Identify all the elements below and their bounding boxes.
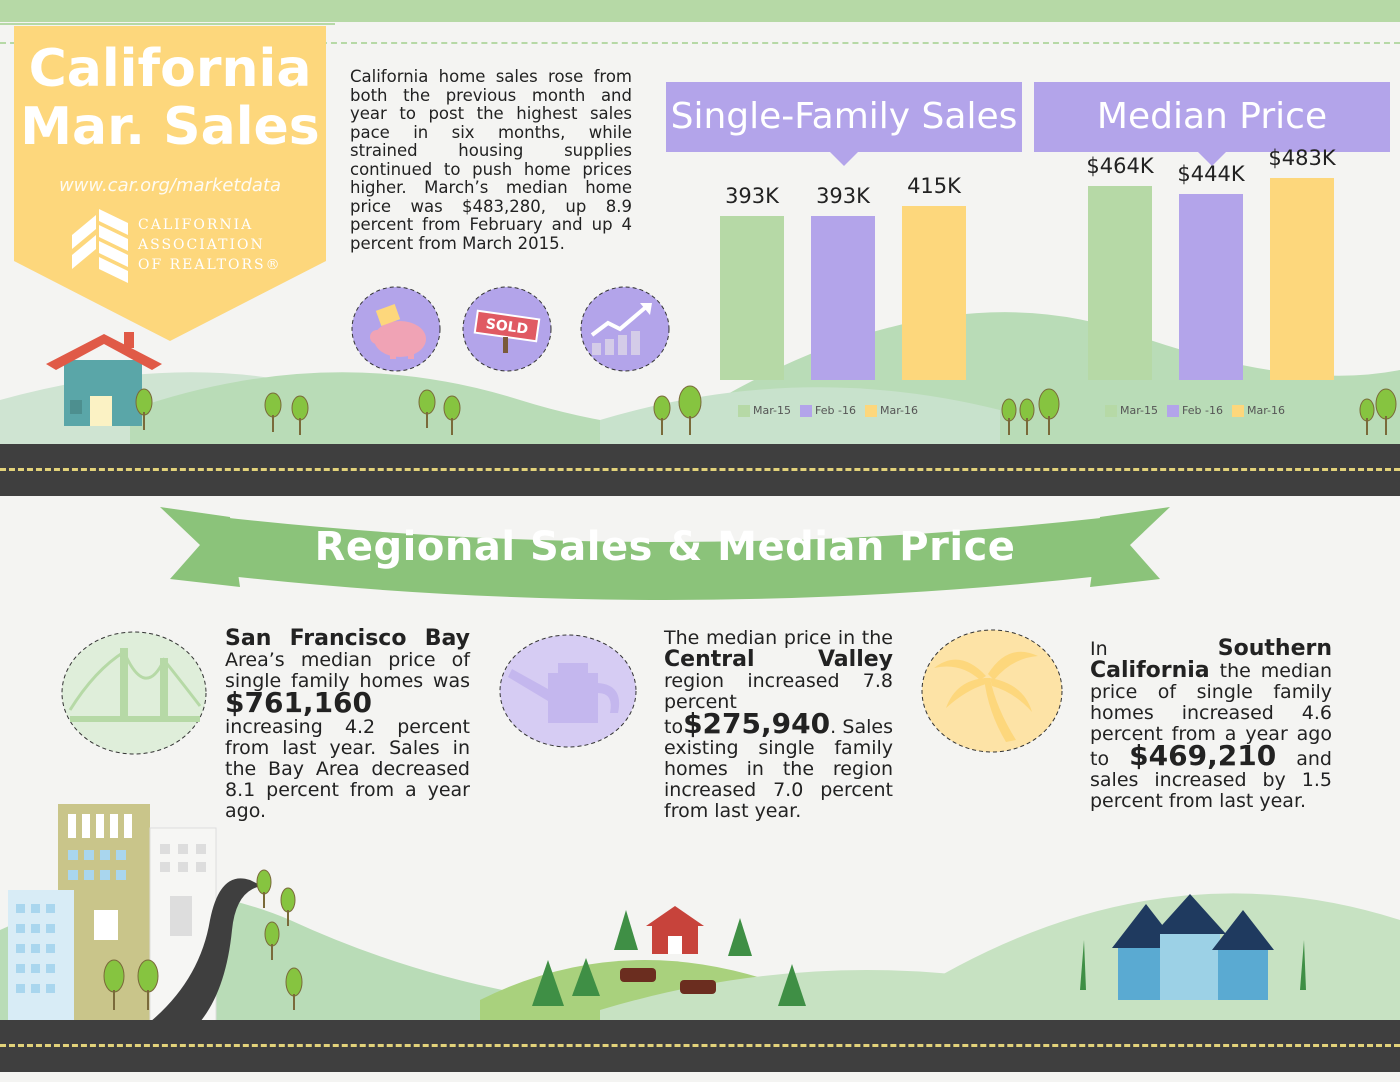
banner-url: www.car.org/marketdata xyxy=(58,175,282,196)
price-chart-title: Median Price xyxy=(1096,96,1328,137)
road-upper-lane-marking xyxy=(0,468,1400,471)
chart-bar xyxy=(1179,194,1243,380)
sales-chart-heading: Single-Family Sales xyxy=(666,82,1022,166)
chart-bar-label: $444K xyxy=(1177,162,1245,186)
legend-label: Mar-15 xyxy=(1120,404,1159,417)
chart-bar-label: 393K xyxy=(816,184,870,208)
legend-swatch xyxy=(1231,405,1244,417)
sales-chart-legend: Mar-15 Feb -16 Mar-16 xyxy=(738,404,927,417)
legend-item: Mar-15 xyxy=(1105,404,1158,417)
banner-title-line2: Mar. Sales xyxy=(20,97,320,157)
price-chart-heading: Median Price xyxy=(1034,82,1390,166)
intro-paragraph: California home sales rose from both the… xyxy=(350,67,632,253)
region-sc-price: $469,210 xyxy=(1129,739,1277,772)
intro-icons: SOLD xyxy=(351,286,670,372)
chart-bar-label: 393K xyxy=(725,184,779,208)
region-sf-text: San Francisco Bay Area’s median price of… xyxy=(225,628,470,822)
region-sc-text3: and sales increased by 1.5 percent from … xyxy=(1090,748,1332,812)
regional-title: Regional Sales & Median Price xyxy=(314,524,1016,570)
region-sc-name: Southern California xyxy=(1090,636,1332,683)
legend-swatch xyxy=(1105,405,1117,417)
watering-can-icon xyxy=(499,634,637,748)
region-sc-text: In Southern California the median price … xyxy=(1090,638,1332,812)
region-cv-text1: The median price in the xyxy=(664,627,893,649)
legend-item: Feb -16 xyxy=(1167,404,1223,417)
legend-label: Mar-16 xyxy=(1246,404,1286,417)
palm-tree-icon xyxy=(921,629,1063,753)
banner-title-line1: California xyxy=(28,39,312,99)
region-cv-text3: . Sales existing single family homes in … xyxy=(664,716,893,822)
org-line1: CALIFORNIA xyxy=(138,217,254,233)
legend-label: Mar-16 xyxy=(879,404,919,417)
title-banner xyxy=(14,26,326,341)
region-sf-text2: increasing 4.2 percent from last year. S… xyxy=(225,716,470,822)
realtors-org-name: CALIFORNIA ASSOCIATION OF REALTORS® xyxy=(138,215,282,275)
road-lower-lane-marking xyxy=(0,1044,1400,1047)
bridge-icon xyxy=(61,631,207,755)
legend-label: Feb -16 xyxy=(815,404,856,417)
legend-label: Feb -16 xyxy=(1182,404,1223,417)
legend-item: Mar-16 xyxy=(1231,404,1286,417)
sold-sign-icon: SOLD xyxy=(462,286,552,372)
legend-swatch xyxy=(1167,405,1180,417)
growth-chart-icon xyxy=(580,286,670,372)
chart-bar xyxy=(1088,186,1152,380)
region-cv-name: Central Valley xyxy=(664,647,893,672)
top-band xyxy=(0,0,1400,22)
region-sf-name: San Francisco Bay xyxy=(225,626,470,651)
legend-label: Mar-15 xyxy=(753,404,792,417)
top-rule xyxy=(0,23,335,25)
legend-item: Feb -16 xyxy=(800,404,856,417)
org-line3: OF REALTORS® xyxy=(138,257,282,273)
region-sf-price: $761,160 xyxy=(225,686,373,719)
region-cv-text: The median price in the Central Valley r… xyxy=(664,628,893,822)
chart-bar xyxy=(1270,178,1334,380)
region-sc-text2: the median price of single family homes … xyxy=(1090,660,1332,770)
region-sc-text1: In xyxy=(1090,638,1108,660)
banner-title: California Mar. Sales xyxy=(14,40,326,156)
price-chart-legend: Mar-15 Feb -16 Mar-16 xyxy=(1105,404,1294,417)
price-chart: $464K $444K $483K xyxy=(1066,146,1356,380)
region-cv-price: $275,940 xyxy=(683,707,831,740)
legend-item: Mar-15 xyxy=(738,404,791,417)
realtors-logo-icon xyxy=(72,209,128,283)
house-illustration xyxy=(46,332,162,426)
chart-bar xyxy=(811,216,875,380)
lower-scenery xyxy=(0,804,1400,1022)
piggy-bank-icon xyxy=(351,286,441,372)
chart-bar-label: $483K xyxy=(1268,146,1336,170)
chart-bar xyxy=(902,206,966,380)
legend-swatch xyxy=(738,405,750,417)
top-dashed-rule xyxy=(0,42,1400,44)
chart-bar xyxy=(720,216,784,380)
upper-trees xyxy=(135,385,1397,435)
legend-swatch xyxy=(800,405,813,417)
region-cv-text2: region increased 7.8 percent to xyxy=(664,670,893,738)
regional-ribbon xyxy=(160,507,1170,600)
org-line2: ASSOCIATION xyxy=(138,237,265,253)
sold-sign-text: SOLD xyxy=(485,316,529,338)
legend-item: Mar-16 xyxy=(864,404,919,417)
region-sf-text1: Area’s median price of single family hom… xyxy=(225,649,470,692)
sales-chart-title: Single-Family Sales xyxy=(670,96,1018,137)
chart-bar-label: $464K xyxy=(1086,154,1154,178)
chart-bar-label: 415K xyxy=(907,174,961,198)
legend-swatch xyxy=(864,405,877,417)
sales-chart: 393K 393K 415K xyxy=(700,150,966,380)
lower-trees xyxy=(103,869,303,1010)
